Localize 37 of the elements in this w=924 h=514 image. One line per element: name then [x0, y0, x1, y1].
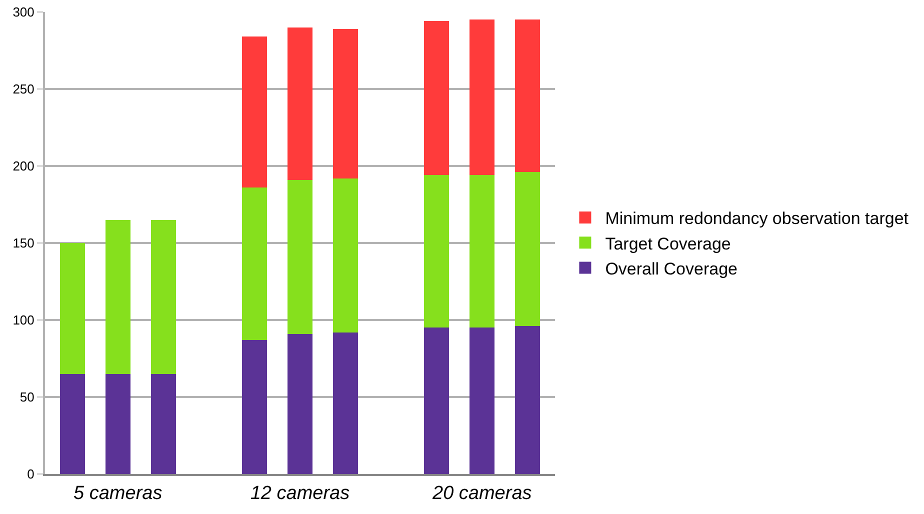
x-tick-label: 5 cameras: [74, 482, 163, 504]
legend-label: Overall Coverage: [605, 259, 738, 278]
bar: [424, 328, 450, 474]
y-tick-label: 200: [12, 158, 34, 174]
bar: [515, 326, 540, 474]
bar: [333, 28, 358, 178]
bar: [424, 21, 450, 176]
y-tick-label: 50: [20, 390, 34, 405]
bar: [150, 220, 176, 374]
y-tick-label: 250: [12, 82, 34, 97]
legend-label: Target Coverage: [605, 234, 731, 254]
bar: [470, 20, 495, 176]
bar: [242, 36, 267, 188]
bar: [105, 374, 130, 474]
x-tick-label: 20 cameras: [432, 482, 532, 504]
y-tick-label: 150: [12, 236, 34, 251]
y-tick-label: 300: [12, 4, 34, 20]
bar: [287, 180, 313, 334]
bar: [515, 20, 540, 172]
bar: [60, 374, 85, 474]
bar: [470, 175, 495, 328]
legend-label: Minimum redondancy observation target: [605, 209, 909, 228]
y-tick-label: 0: [27, 466, 34, 482]
bar: [150, 374, 176, 474]
bar: [470, 328, 495, 474]
bar: [242, 340, 267, 474]
y-tick-label: 100: [12, 312, 34, 328]
bar: [515, 172, 540, 326]
bar: [333, 332, 358, 474]
bar: [242, 188, 267, 340]
bar: [424, 175, 450, 328]
bar: [60, 243, 85, 374]
bar: [287, 334, 313, 474]
bar: [333, 178, 358, 332]
bar: [105, 220, 130, 374]
x-tick-label: 12 cameras: [250, 482, 350, 504]
bar: [287, 27, 313, 180]
